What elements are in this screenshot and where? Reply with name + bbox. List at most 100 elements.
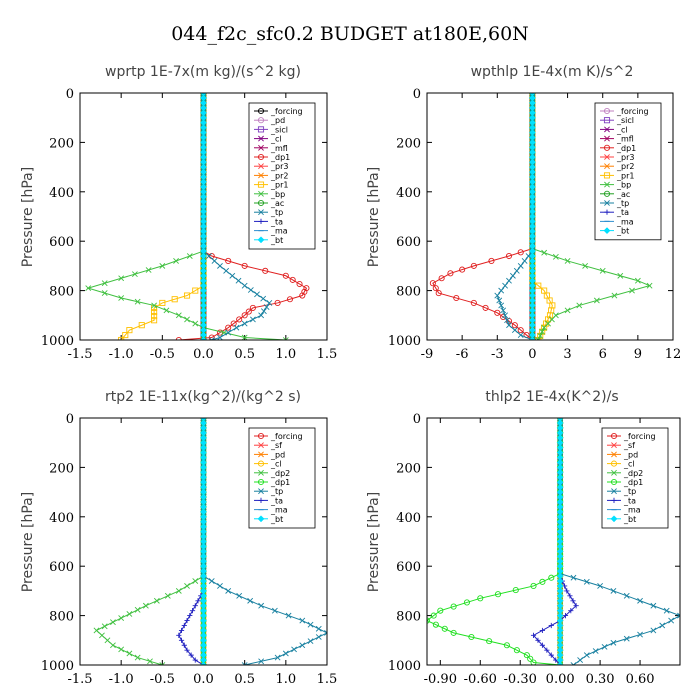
data-point: [151, 308, 158, 316]
data-point: [126, 327, 133, 334]
y-axis-label: Pressure [hPa]: [366, 492, 382, 592]
data-point: [513, 647, 520, 654]
data-point: [564, 307, 571, 314]
legend-label: _tp: [270, 487, 283, 496]
data-point: [494, 292, 501, 299]
legend-marker: [611, 488, 617, 495]
panel-title: wpthlp 1E-4x(m K)/s^2: [471, 64, 634, 80]
y-tick-label: 200: [396, 136, 421, 151]
data-point: [597, 583, 604, 589]
data-point: [494, 591, 502, 598]
y-tick-label: 600: [49, 235, 74, 250]
data-point: [299, 617, 306, 624]
legend-marker: [257, 107, 265, 115]
legend-label: _cl: [270, 460, 282, 469]
data-point: [447, 270, 454, 277]
data-point: [184, 583, 190, 589]
data-point: [245, 308, 252, 315]
data-point: [539, 578, 546, 585]
panel-title: thlp2 1E-4x(K^2)/s: [485, 389, 618, 405]
y-tick-label: 600: [49, 560, 74, 575]
data-point: [573, 603, 579, 609]
data-point: [548, 652, 554, 658]
data-point: [438, 275, 445, 282]
data-point: [282, 272, 289, 279]
data-point: [432, 285, 439, 292]
data-point: [486, 638, 493, 645]
chart-panel-rtp2: rtp2 1E-11x(kg^2)/(kg^2 s) Pressure [hPa…: [20, 389, 337, 687]
data-point: [503, 642, 510, 649]
legend-box: [594, 102, 662, 241]
legend-marker: [604, 135, 610, 142]
legend-marker: [258, 488, 264, 495]
data-point: [247, 597, 254, 604]
data-point: [241, 262, 248, 269]
data-point: [241, 312, 248, 319]
data-point: [535, 637, 541, 643]
data-point: [258, 658, 265, 665]
legend-label: _ta: [270, 217, 283, 226]
legend-label: _ta: [270, 496, 283, 505]
series-line-ta: [532, 418, 577, 665]
data-point: [134, 654, 141, 661]
data-point: [470, 262, 477, 269]
data-point: [163, 307, 170, 314]
data-point: [289, 276, 296, 283]
y-axis-label: Pressure [hPa]: [20, 167, 36, 267]
data-point: [192, 287, 199, 294]
legend-label: _ma: [616, 217, 634, 226]
data-point: [537, 332, 544, 339]
legend: _forcing_pd_sicl_cl_mfl_dp1_pr3_pr2_pr1_…: [248, 102, 316, 250]
data-point: [101, 280, 108, 287]
legend-label: _sicl: [270, 125, 288, 134]
data-point: [500, 307, 507, 314]
legend-label: _tp: [270, 208, 283, 217]
data-point: [593, 297, 600, 304]
data-point: [623, 592, 630, 599]
data-point: [637, 631, 643, 638]
data-point: [583, 652, 590, 659]
data-point: [307, 621, 314, 628]
data-point: [539, 627, 546, 634]
data-point: [541, 324, 548, 331]
plot-frame: [79, 92, 328, 341]
data-point: [544, 647, 550, 653]
data-point: [151, 302, 158, 309]
data-point: [186, 253, 193, 259]
legend-marker: [258, 172, 264, 179]
data-point: [233, 324, 240, 331]
data-point: [184, 647, 190, 653]
legend-label: _cl: [623, 460, 635, 469]
data-point: [463, 599, 470, 606]
data-point: [225, 329, 232, 336]
data-point: [601, 643, 608, 650]
data-point: [230, 320, 237, 327]
data-point: [482, 304, 489, 311]
x-tick-label: 0.30: [586, 672, 615, 687]
data-point: [427, 617, 431, 624]
legend-marker: [610, 515, 618, 523]
data-point: [126, 611, 133, 617]
legend-label: _forcing: [616, 107, 649, 116]
data-point: [138, 322, 145, 329]
legend-marker: [258, 135, 264, 142]
legend-label: _dp1: [270, 478, 290, 487]
data-point: [577, 657, 584, 663]
data-point: [159, 299, 166, 307]
data-point: [502, 312, 509, 319]
legend-label: _sicl: [616, 116, 634, 125]
data-point: [225, 257, 232, 265]
data-point: [263, 304, 270, 310]
legend-marker: [610, 460, 618, 467]
data-point: [175, 587, 182, 594]
y-tick-label: 400: [49, 186, 74, 201]
chart-panel-wprtp: wprtp 1E-7x(m kg)/(s^2 kg) Pressure [hPa…: [20, 64, 337, 362]
data-point: [192, 578, 199, 584]
data-point: [142, 602, 149, 609]
legend-label: _mfl: [270, 144, 288, 153]
data-point: [184, 316, 190, 323]
x-tick-label: 6: [599, 347, 607, 362]
x-tick-label: -9: [421, 347, 434, 362]
data-point: [249, 316, 256, 323]
